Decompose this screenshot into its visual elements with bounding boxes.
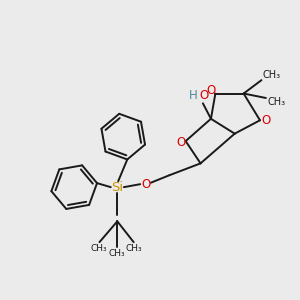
Text: O: O (206, 84, 216, 97)
Text: CH₃: CH₃ (91, 244, 107, 253)
Text: CH₃: CH₃ (263, 70, 281, 80)
Text: O: O (261, 114, 271, 127)
Text: O: O (177, 136, 186, 149)
Text: O: O (199, 89, 208, 102)
Text: H: H (189, 89, 197, 102)
Text: CH₃: CH₃ (267, 98, 286, 107)
Text: CH₃: CH₃ (109, 249, 126, 258)
Text: O: O (141, 178, 150, 191)
Text: Si: Si (111, 181, 123, 194)
Text: CH₃: CH₃ (126, 244, 142, 253)
